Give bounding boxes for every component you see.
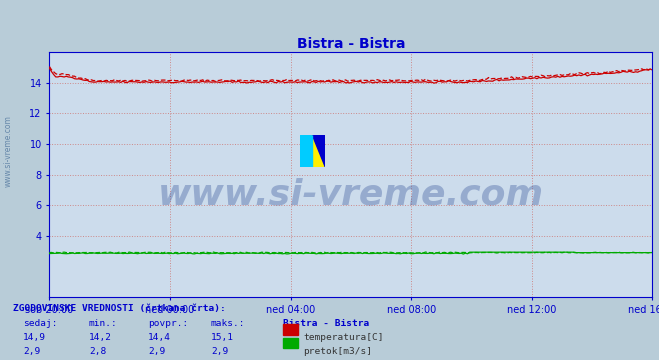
- Text: 2,8: 2,8: [89, 347, 106, 356]
- Text: povpr.:: povpr.:: [148, 319, 188, 328]
- Text: www.si-vreme.com: www.si-vreme.com: [3, 115, 13, 187]
- Text: min.:: min.:: [89, 319, 118, 328]
- Text: 14,2: 14,2: [89, 333, 112, 342]
- Text: www.si-vreme.com: www.si-vreme.com: [158, 177, 544, 211]
- Text: 15,1: 15,1: [211, 333, 234, 342]
- Text: 2,9: 2,9: [148, 347, 165, 356]
- Polygon shape: [300, 135, 312, 167]
- Text: 2,9: 2,9: [211, 347, 228, 356]
- Text: 14,4: 14,4: [148, 333, 171, 342]
- Text: temperatura[C]: temperatura[C]: [303, 333, 384, 342]
- Text: maks.:: maks.:: [211, 319, 245, 328]
- Text: 14,9: 14,9: [23, 333, 46, 342]
- Title: Bistra - Bistra: Bistra - Bistra: [297, 37, 405, 51]
- Text: sedaj:: sedaj:: [23, 319, 57, 328]
- Text: pretok[m3/s]: pretok[m3/s]: [303, 347, 372, 356]
- Polygon shape: [312, 135, 325, 167]
- Text: 2,9: 2,9: [23, 347, 40, 356]
- Bar: [312, 135, 325, 167]
- Bar: [300, 135, 312, 167]
- Text: ZGODOVINSKE VREDNOSTI (črtkana črta):: ZGODOVINSKE VREDNOSTI (črtkana črta):: [13, 304, 226, 313]
- Text: Bistra - Bistra: Bistra - Bistra: [283, 319, 370, 328]
